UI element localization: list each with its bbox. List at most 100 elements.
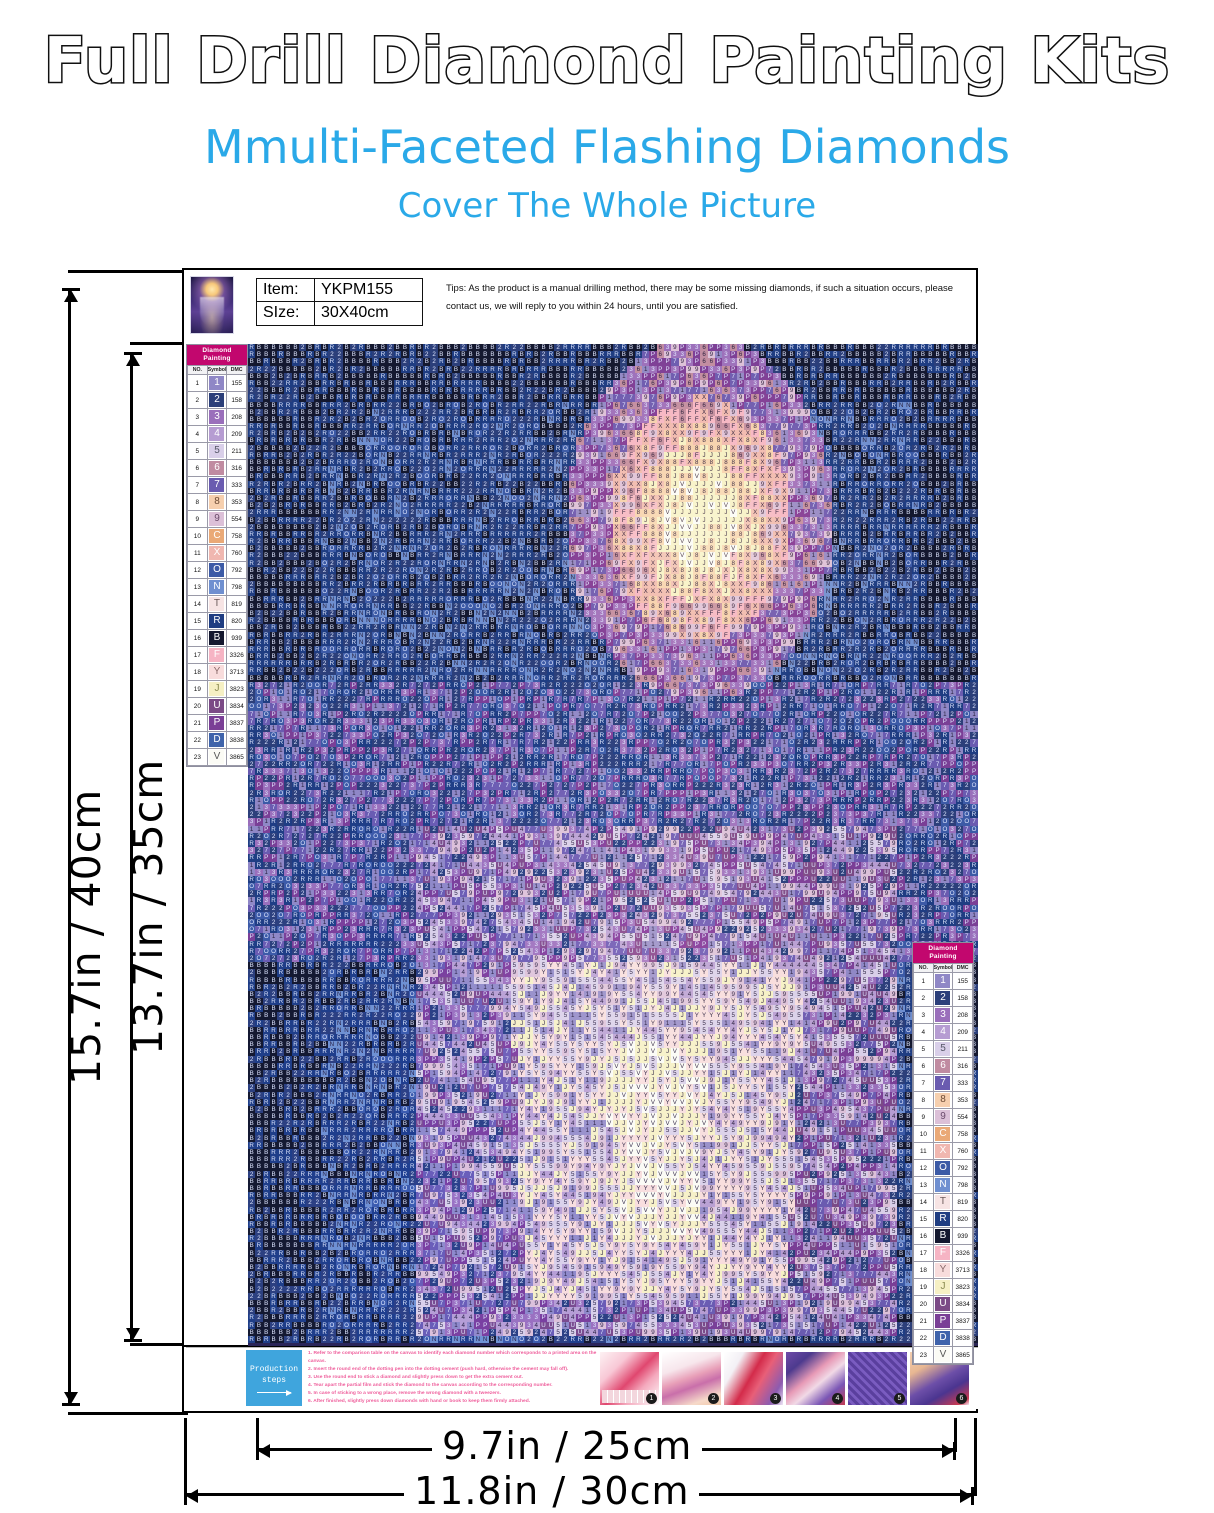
grid-cell: R bbox=[517, 530, 526, 539]
grid-cell: 2 bbox=[809, 387, 818, 395]
grid-cell: R bbox=[445, 487, 453, 495]
grid-cell: 2 bbox=[510, 423, 518, 431]
grid-cell: B bbox=[452, 566, 460, 575]
grid-cell: R bbox=[868, 552, 876, 560]
grid-cell: R bbox=[466, 516, 475, 524]
grid-cell: 8 bbox=[729, 530, 737, 539]
arrow-left-icon bbox=[258, 1444, 270, 1458]
grid-cell: 2 bbox=[466, 689, 475, 697]
grid-cell: 2 bbox=[269, 372, 278, 380]
grid-cell: P bbox=[598, 552, 606, 560]
grid-cell: B bbox=[780, 351, 788, 359]
grid-cell: 1 bbox=[678, 667, 686, 675]
grid-cell: B bbox=[248, 487, 256, 495]
grid-cell: B bbox=[860, 523, 869, 531]
grid-cell: B bbox=[926, 387, 934, 395]
grid-cell: B bbox=[401, 530, 409, 539]
grid-cell: 3 bbox=[627, 372, 635, 380]
grid-cell: 3 bbox=[802, 609, 810, 618]
grid-cell: 3 bbox=[817, 437, 825, 445]
grid-cell: B bbox=[941, 595, 949, 603]
grid-cell: 3 bbox=[700, 681, 708, 690]
grid-cell: 2 bbox=[335, 344, 343, 352]
grid-cell: O bbox=[423, 559, 431, 567]
grid-cell: B bbox=[963, 530, 971, 539]
grid-cell: R bbox=[890, 667, 898, 675]
grid-cell: 2 bbox=[284, 430, 292, 438]
grid-cell: P bbox=[671, 645, 679, 654]
grid-cell: N bbox=[496, 545, 504, 553]
grid-cell: B bbox=[379, 379, 387, 388]
grid-cell: B bbox=[452, 545, 460, 553]
grid-cell: B bbox=[313, 401, 321, 409]
grid-cell: B bbox=[306, 437, 314, 445]
grid-cell: B bbox=[912, 509, 920, 517]
grid-cell: 6 bbox=[744, 423, 752, 431]
grid-cell: 3 bbox=[809, 480, 818, 488]
grid-cell: B bbox=[284, 566, 292, 575]
grid-cell: 2 bbox=[503, 401, 511, 409]
grid-cell: R bbox=[372, 674, 380, 682]
grid-cell: B bbox=[576, 351, 584, 359]
grid-cell: R bbox=[393, 379, 402, 388]
grid-cell: 6 bbox=[685, 401, 694, 409]
grid-cell: B bbox=[248, 358, 256, 366]
grid-cell: B bbox=[445, 617, 453, 625]
grid-cell: B bbox=[284, 466, 292, 474]
grid-cell: B bbox=[372, 394, 380, 402]
grid-cell: R bbox=[547, 459, 555, 467]
grid-cell: O bbox=[328, 430, 336, 438]
grid-cell: R bbox=[277, 401, 285, 409]
grid-cell: 2 bbox=[839, 509, 847, 517]
grid-cell: B bbox=[846, 451, 854, 460]
grid-cell: 6 bbox=[817, 538, 825, 546]
grid-cell: 2 bbox=[860, 516, 869, 524]
grid-cell: B bbox=[955, 459, 964, 467]
grid-cell: P bbox=[620, 437, 628, 445]
grid-cell: B bbox=[590, 372, 599, 380]
grid-cell: N bbox=[408, 487, 416, 495]
grid-cell: R bbox=[561, 358, 570, 366]
grid-cell: 9 bbox=[598, 408, 606, 416]
grid-cell: 3 bbox=[642, 408, 650, 416]
grid-cell: R bbox=[372, 387, 380, 395]
grid-cell: 3 bbox=[817, 588, 825, 596]
grid-cell: R bbox=[517, 624, 526, 632]
grid-cell: B bbox=[291, 351, 300, 359]
grid-cell: R bbox=[554, 660, 562, 668]
grid-cell: B bbox=[430, 437, 438, 445]
grid-cell: J bbox=[715, 451, 723, 460]
grid-cell: B bbox=[269, 351, 278, 359]
grid-cell: R bbox=[569, 437, 577, 445]
grid-cell: R bbox=[926, 408, 934, 416]
grid-cell: B bbox=[291, 609, 300, 618]
grid-cell: N bbox=[561, 559, 570, 567]
grid-cell: 2 bbox=[839, 408, 847, 416]
grid-cell: B bbox=[503, 394, 511, 402]
grid-cell: B bbox=[408, 437, 416, 445]
grid-cell: N bbox=[328, 487, 336, 495]
grid-cell: O bbox=[452, 523, 460, 531]
grid-cell: R bbox=[824, 451, 832, 460]
grid-cell: 7 bbox=[766, 387, 774, 395]
grid-cell: 3 bbox=[809, 451, 818, 460]
grid-cell: 8 bbox=[663, 473, 672, 481]
grid-cell: N bbox=[372, 408, 380, 416]
grid-cell: R bbox=[860, 494, 869, 503]
grid-cell: 8 bbox=[758, 566, 767, 575]
grid-cell: R bbox=[510, 602, 518, 610]
grid-cell: R bbox=[393, 667, 402, 675]
grid-cell: R bbox=[269, 624, 278, 632]
grid-cell: R bbox=[372, 444, 380, 452]
grid-cell: P bbox=[919, 689, 927, 697]
grid-cell: X bbox=[766, 473, 774, 481]
grid-cell: R bbox=[970, 552, 978, 560]
grid-cell: 6 bbox=[715, 602, 723, 610]
grid-cell: B bbox=[503, 372, 511, 380]
grid-cell: 2 bbox=[875, 602, 883, 610]
grid-cell: B bbox=[955, 674, 964, 682]
grid-cell: N bbox=[459, 624, 467, 632]
grid-cell: R bbox=[963, 444, 971, 452]
grid-cell: B bbox=[561, 480, 570, 488]
